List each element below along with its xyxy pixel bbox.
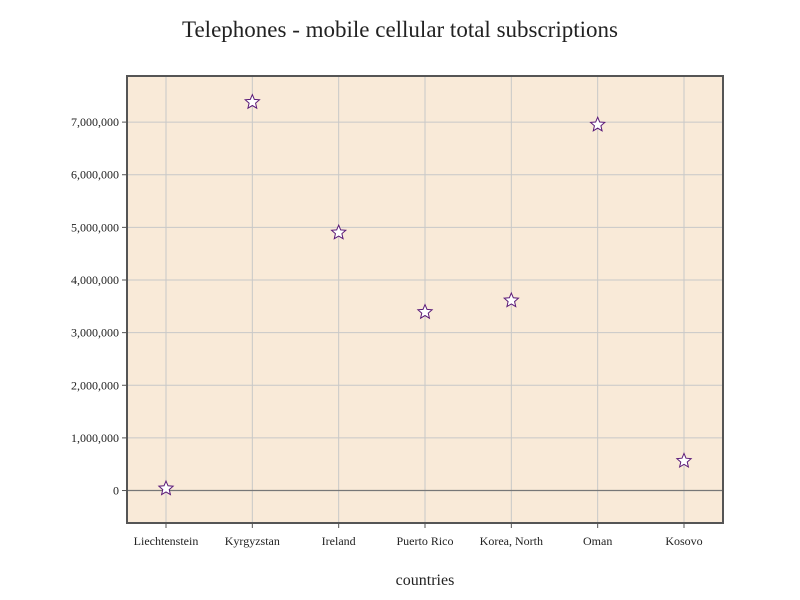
y-tick-label: 1,000,000 [71, 431, 119, 445]
data-point-star [675, 452, 693, 469]
x-axis-title: countries [396, 572, 455, 589]
x-tick-label: Kyrgyzstan [225, 534, 280, 548]
y-tick-label: 0 [113, 484, 119, 498]
data-point-star [589, 115, 607, 132]
y-tick-label: 7,000,000 [71, 115, 119, 129]
y-tick-label: 6,000,000 [71, 168, 119, 182]
data-points [157, 93, 693, 496]
data-point-star [243, 93, 261, 110]
x-tick-label: Ireland [322, 534, 356, 548]
y-tick-label: 5,000,000 [71, 220, 119, 234]
x-tick-label: Liechtenstein [134, 534, 199, 548]
x-axis-ticks: Liechtenstein Kyrgyzstan Ireland Puerto Ric… [134, 523, 703, 548]
y-tick-label: 3,000,000 [71, 326, 119, 340]
x-tick-label: Oman [583, 534, 612, 548]
data-point-star [502, 291, 520, 308]
data-point-star [157, 479, 175, 496]
y-axis-ticks: 0 1,000,000 2,000,000 3,000,000 4,000,000 5,0… [71, 115, 127, 498]
x-tick-label: Kosovo [665, 534, 702, 548]
x-tick-label: Puerto Rico [397, 534, 454, 548]
y-tick-label: 4,000,000 [71, 273, 119, 287]
x-tick-label: Korea, North [480, 534, 543, 548]
y-tick-label: 2,000,000 [71, 378, 119, 392]
data-point-star [330, 223, 348, 240]
chart-title: Telephones - mobile cellular total subsc… [182, 17, 618, 42]
data-point-star [416, 303, 434, 320]
